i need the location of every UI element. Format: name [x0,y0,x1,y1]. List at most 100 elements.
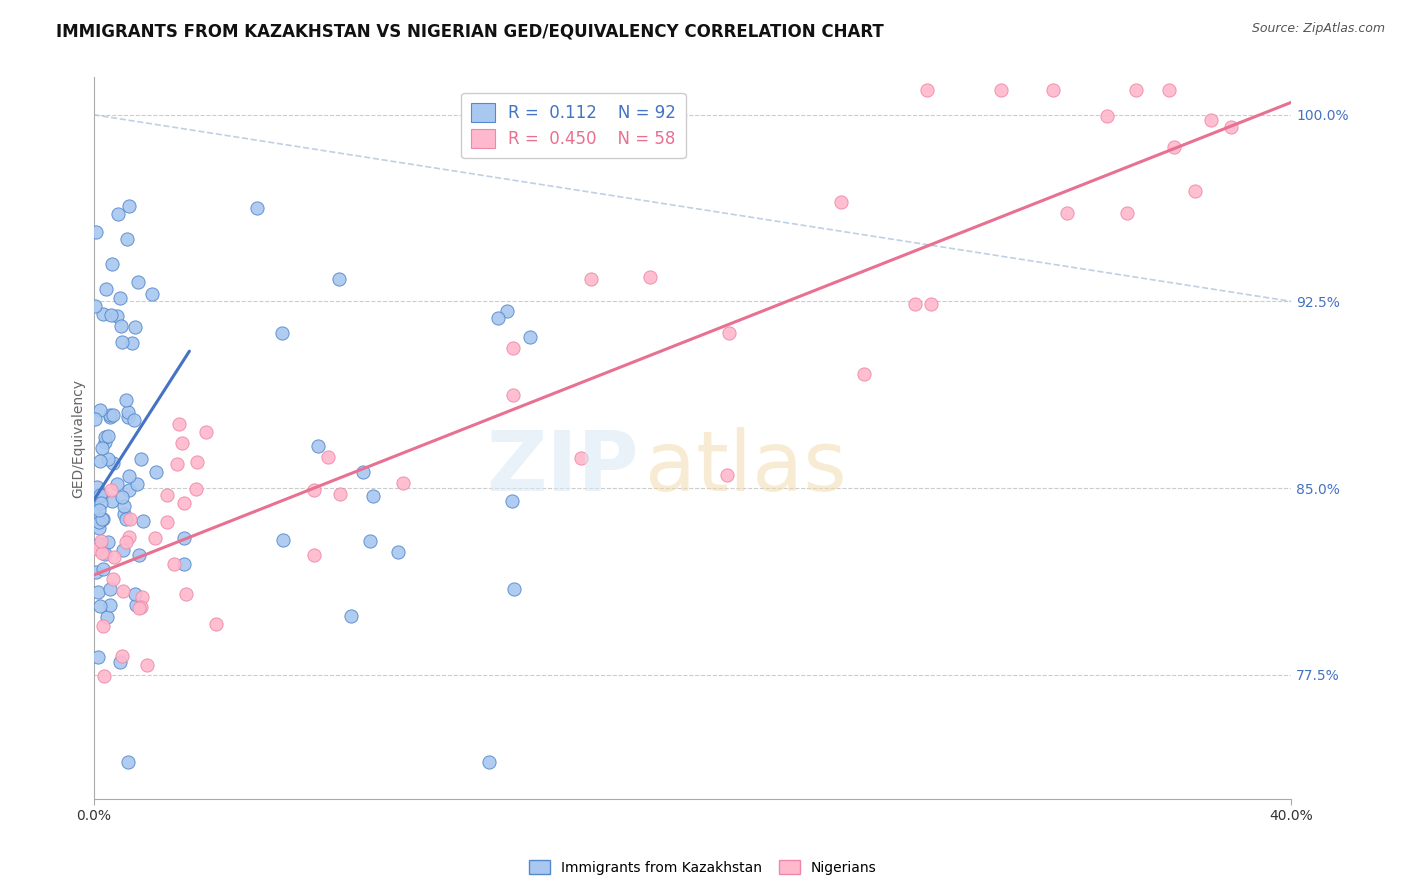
Point [111,490,134,504]
Point [131,514,153,528]
Point [173,531,195,545]
Point [163,557,186,571]
Point [391,476,413,491]
Point [830,195,852,210]
Point [990,83,1012,97]
Point [89,487,111,501]
Point [329,487,352,501]
Legend: R =  0.112    N = 92, R =  0.450    N = 58: R = 0.112 N = 92, R = 0.450 N = 58 [461,93,686,158]
Point [84,500,107,514]
Point [103,549,125,564]
Point [478,755,501,769]
Point [117,409,139,424]
Point [503,582,526,596]
Point [156,488,179,502]
Point [1199,113,1222,128]
Point [271,326,294,340]
Point [87,585,110,599]
Text: IMMIGRANTS FROM KAZAKHSTAN VS NIGERIAN GED/EQUIVALENCY CORRELATION CHART: IMMIGRANTS FROM KAZAKHSTAN VS NIGERIAN G… [56,22,884,40]
Point [716,467,738,482]
Point [110,319,132,334]
Y-axis label: GED/Equivalency: GED/Equivalency [72,379,86,498]
Point [98,410,121,425]
Point [90,496,112,510]
Point [127,275,149,289]
Point [94,430,117,444]
Point [107,477,129,491]
Point [87,521,110,535]
Point [141,287,163,301]
Point [108,655,131,669]
Point [98,409,121,423]
Text: atlas: atlas [644,426,846,508]
Point [173,558,195,572]
Point [1056,205,1078,219]
Point [271,533,294,547]
Point [122,413,145,427]
Point [307,439,329,453]
Point [84,299,107,313]
Point [1159,83,1181,97]
Point [1220,120,1243,135]
Point [117,405,139,419]
Point [100,308,122,322]
Point [136,658,159,673]
Point [97,451,120,466]
Point [502,341,524,355]
Point [143,531,166,545]
Point [91,619,114,633]
Text: Source: ZipAtlas.com: Source: ZipAtlas.com [1251,22,1385,36]
Point [1097,109,1119,123]
Point [87,650,110,665]
Point [87,515,110,529]
Point [111,648,134,663]
Point [114,507,136,521]
Point [915,83,938,97]
Point [145,465,167,479]
Point [117,755,139,769]
Point [302,548,325,562]
Point [112,499,135,513]
Point [114,511,136,525]
Point [246,201,269,215]
Point [94,434,117,449]
Point [115,392,138,407]
Point [84,412,107,426]
Point [107,207,129,221]
Point [89,454,111,468]
Point [904,297,927,311]
Point [101,493,124,508]
Text: ZIP: ZIP [486,426,638,508]
Point [103,572,125,586]
Point [184,482,207,496]
Point [340,608,363,623]
Point [118,483,141,497]
Point [131,591,153,605]
Point [90,488,112,502]
Point [1116,205,1139,219]
Point [91,488,114,502]
Point [495,304,517,318]
Point [108,291,131,305]
Point [328,272,350,286]
Point [717,326,740,340]
Point [96,610,118,624]
Point [486,310,509,325]
Point [170,436,193,450]
Point [125,476,148,491]
Point [359,533,381,548]
Point [167,417,190,432]
Point [569,450,592,465]
Point [115,535,138,549]
Point [112,583,135,598]
Point [89,599,111,613]
Point [316,450,339,464]
Point [129,600,152,615]
Point [519,330,541,344]
Point [853,368,876,382]
Point [118,199,141,213]
Point [638,269,661,284]
Point [125,598,148,612]
Point [111,543,134,558]
Point [98,599,121,613]
